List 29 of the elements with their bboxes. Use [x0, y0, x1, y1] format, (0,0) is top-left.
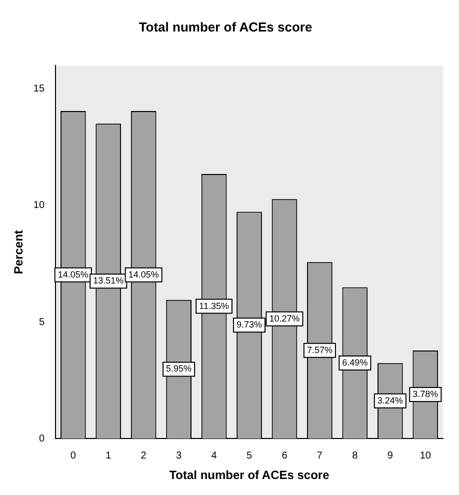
x-tick-label: 7	[316, 450, 323, 462]
data-label: 6.49%	[342, 357, 368, 368]
x-tick-label: 10	[420, 450, 432, 462]
x-tick-label: 1	[106, 450, 112, 462]
x-tick-label: 9	[387, 450, 394, 462]
y-tick-label: 5	[38, 316, 45, 328]
y-axis-title: Percent	[12, 230, 26, 274]
data-label: 3.24%	[377, 395, 403, 406]
x-tick-label: 5	[246, 450, 252, 462]
x-tick-label: 3	[176, 450, 182, 462]
x-axis-title: Total number of ACEs score	[169, 468, 330, 482]
data-label: 7.57%	[306, 344, 332, 355]
y-tick-label: 10	[33, 200, 45, 212]
data-label: 9.73%	[236, 320, 262, 330]
data-label: 10.27%	[269, 313, 300, 324]
data-label: 13.51%	[93, 276, 124, 286]
data-label: 5.95%	[166, 364, 192, 374]
x-tick-label: 8	[352, 450, 358, 462]
data-label: 3.78%	[412, 389, 438, 400]
chart-title: Total number of ACEs score	[138, 19, 312, 34]
data-label: 11.35%	[199, 300, 229, 311]
y-tick-label: 15	[33, 84, 45, 95]
data-label: 14.05%	[58, 269, 88, 280]
x-tick-label: 0	[70, 450, 76, 462]
x-tick-label: 4	[211, 450, 218, 462]
x-tick-label: 6	[282, 450, 288, 462]
data-label: 14.05%	[128, 269, 159, 280]
x-tick-label: 2	[140, 450, 147, 462]
y-tick-label: 0	[38, 433, 45, 444]
